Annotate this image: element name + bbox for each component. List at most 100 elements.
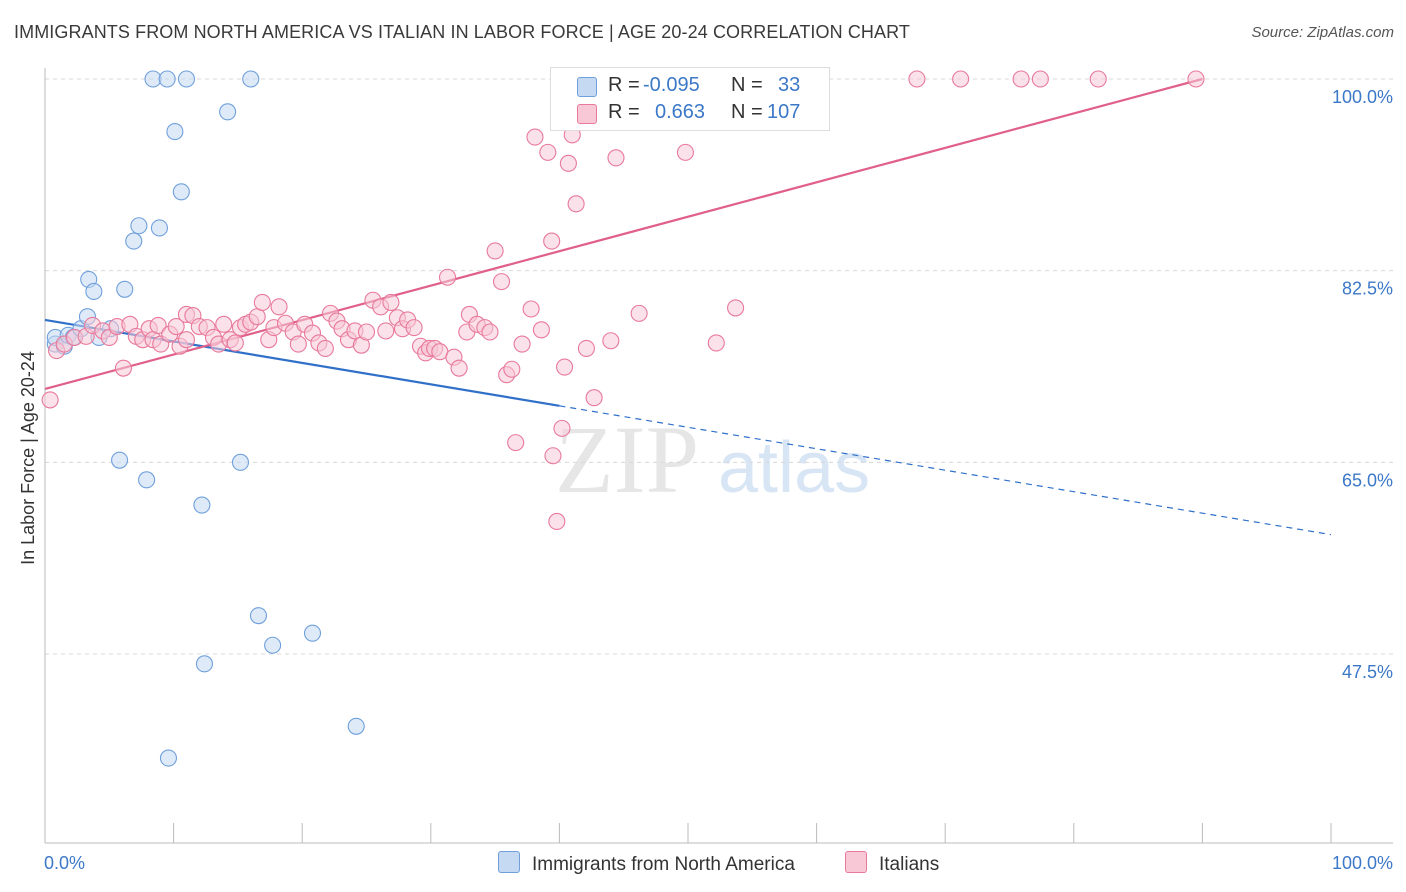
point-italians: [630, 304, 648, 322]
point-immigrants: [193, 496, 211, 514]
point-italians: [253, 293, 271, 311]
point-immigrants: [264, 636, 282, 654]
point-italians: [177, 331, 196, 349]
point-italians: [357, 323, 376, 341]
point-immigrants: [138, 471, 156, 489]
point-italians: [707, 334, 725, 352]
point-immigrants: [85, 282, 103, 301]
legend-label-italians: Italians: [879, 854, 940, 875]
point-italians: [544, 447, 562, 465]
chart-title: IMMIGRANTS FROM NORTH AMERICA VS ITALIAN…: [14, 22, 910, 42]
point-italians: [41, 391, 59, 409]
point-italians: [270, 298, 288, 316]
point-immigrants: [166, 123, 184, 141]
point-italians: [405, 319, 423, 337]
point-italians: [676, 143, 694, 161]
point-italians: [585, 389, 603, 407]
point-immigrants: [242, 70, 260, 88]
point-italians: [1031, 70, 1049, 88]
point-immigrants: [219, 103, 237, 121]
legend-label-immigrants: Immigrants from North America: [532, 854, 795, 875]
point-italians: [577, 339, 595, 357]
point-immigrants: [195, 655, 214, 673]
point-italians: [513, 335, 531, 353]
point-italians: [289, 335, 307, 353]
point-immigrants: [347, 717, 365, 735]
point-immigrants: [116, 280, 134, 298]
y-tick-label: 65.0%: [1342, 470, 1393, 490]
point-italians: [727, 299, 745, 317]
point-italians: [503, 360, 521, 378]
point-italians: [438, 268, 457, 286]
watermark-atlas: atlas: [718, 428, 870, 508]
point-italians: [492, 273, 511, 291]
legend-swatch-italians: [577, 104, 597, 124]
point-italians: [507, 434, 525, 452]
point-italians: [522, 300, 540, 318]
point-italians: [548, 512, 566, 531]
point-italians: [149, 316, 167, 334]
point-italians: [316, 339, 334, 357]
point-italians: [167, 317, 185, 336]
point-italians: [377, 322, 395, 340]
point-immigrants: [125, 232, 143, 250]
axes: [44, 68, 1393, 844]
legend-n-label: N =: [731, 101, 763, 123]
y-axis-label: In Labor Force | Age 20-24: [18, 351, 38, 565]
legend-row-immigrants: R = -0.095 N = 33: [551, 74, 829, 100]
point-immigrants: [303, 624, 322, 642]
point-italians: [486, 242, 504, 260]
point-italians: [543, 232, 561, 250]
tick-labels: 100.0% 82.5% 65.0% 47.5% 0.0% 100.0%: [44, 87, 1393, 873]
legend-swatch-immigrants: [498, 851, 520, 873]
legend-n-value: 107: [767, 101, 801, 123]
point-immigrants: [150, 219, 169, 237]
point-italians: [450, 359, 468, 377]
legend-r-label: R =: [608, 74, 640, 96]
point-italians: [481, 323, 499, 341]
point-italians: [248, 308, 266, 326]
y-tick-label: 82.5%: [1342, 279, 1393, 299]
point-immigrants: [158, 70, 176, 88]
point-immigrants: [231, 453, 250, 471]
y-tick-label: 100.0%: [1332, 87, 1393, 107]
legend-swatch-immigrants: [577, 77, 597, 97]
point-italians: [559, 154, 577, 172]
point-immigrants: [159, 749, 178, 767]
legend-item-immigrants: Immigrants from North America: [498, 851, 795, 876]
legend-row-italians: R = 0.663 N = 107: [551, 101, 829, 127]
x-tick-label-max: 100.0%: [1332, 853, 1393, 873]
point-italians: [382, 293, 400, 311]
point-immigrants: [172, 183, 190, 201]
point-italians: [1012, 70, 1030, 88]
watermark-zip: ZIP: [555, 406, 699, 513]
point-immigrants: [130, 217, 148, 235]
point-italians: [226, 334, 244, 352]
point-immigrants: [249, 607, 268, 625]
source-note: Source: ZipAtlas.com: [1251, 24, 1394, 41]
point-italians: [952, 70, 970, 88]
trend-line-immigrants-dashed: [559, 405, 1332, 536]
point-italians: [532, 321, 550, 339]
point-italians: [567, 195, 585, 213]
point-italians: [114, 359, 132, 377]
bottom-legend: Immigrants from North America Italians: [0, 851, 1406, 877]
point-italians: [1089, 70, 1107, 88]
point-italians: [602, 332, 620, 350]
point-immigrants: [111, 451, 129, 469]
point-italians: [908, 70, 926, 88]
point-italians: [539, 143, 557, 161]
legend-r-label: R =: [608, 101, 640, 123]
grid-lines: [45, 78, 1393, 655]
legend-box: R = -0.095 N = 33 R = 0.663 N = 107: [550, 67, 830, 131]
x-tick-label-min: 0.0%: [44, 853, 85, 873]
legend-r-value: 0.663: [655, 101, 706, 123]
watermark: ZIP atlas: [555, 406, 870, 513]
legend-n-label: N =: [731, 74, 763, 96]
legend-n-value: 33: [778, 74, 801, 96]
legend-item-italians: Italians: [845, 851, 939, 876]
legend-r-value: -0.095: [643, 74, 700, 96]
point-italians: [215, 315, 233, 333]
point-italians: [607, 149, 625, 167]
